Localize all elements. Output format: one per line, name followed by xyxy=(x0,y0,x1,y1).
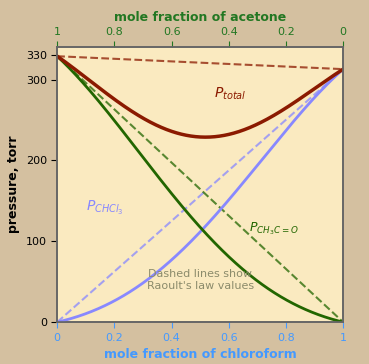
Text: Dashed lines show
Raoult's law values: Dashed lines show Raoult's law values xyxy=(146,269,254,291)
Text: $P_{total}$: $P_{total}$ xyxy=(214,86,247,102)
X-axis label: mole fraction of chloroform: mole fraction of chloroform xyxy=(104,348,297,361)
X-axis label: mole fraction of acetone: mole fraction of acetone xyxy=(114,11,286,24)
Y-axis label: pressure, torr: pressure, torr xyxy=(7,136,20,233)
Text: $P_{CH_3C=O}$: $P_{CH_3C=O}$ xyxy=(249,221,299,237)
Text: $P_{CHCl_3}$: $P_{CHCl_3}$ xyxy=(86,199,124,217)
